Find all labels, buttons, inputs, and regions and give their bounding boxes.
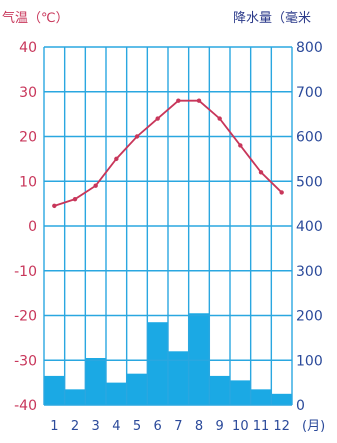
temperature-point: [196, 98, 202, 103]
temperature-point: [217, 116, 222, 121]
temperature-tick-label: 10: [19, 174, 37, 190]
temperature-point: [93, 183, 98, 188]
precipitation-bar: [106, 382, 127, 405]
precipitation-tick-label: 500: [296, 174, 323, 190]
month-tick-label: 3: [92, 419, 100, 434]
temperature-axis-ticks: 40 30 20 10 0 -10 -20 -30 -40: [14, 40, 37, 414]
precipitation-tick-label: 100: [296, 353, 323, 369]
month-tick-label: 1: [50, 419, 58, 434]
precipitation-bars: [44, 313, 292, 405]
precipitation-tick-label: 300: [296, 264, 323, 280]
temperature-tick-label: 0: [28, 219, 37, 235]
temperature-point: [176, 98, 181, 103]
temperature-tick-label: -20: [14, 309, 37, 325]
temperature-axis-label: 气温（℃）: [2, 10, 69, 26]
temperature-point: [134, 134, 140, 139]
precipitation-axis-ticks: 800 700 600 500 400 300 200 100 0: [296, 40, 323, 414]
precipitation-tick-label: 700: [296, 85, 323, 101]
month-tick-label: 10: [232, 419, 249, 434]
precipitation-tick-label: 200: [296, 309, 323, 325]
precipitation-tick-label: 800: [296, 40, 323, 56]
temperature-tick-label: 40: [19, 40, 37, 56]
precipitation-tick-label: 600: [296, 130, 323, 146]
temperature-point: [155, 116, 160, 121]
month-tick-label: 4: [112, 419, 120, 434]
precipitation-bar: [64, 389, 86, 405]
precipitation-bar: [85, 358, 106, 405]
precipitation-bar: [188, 313, 210, 405]
month-tick-label: 11: [253, 419, 270, 434]
precipitation-bar: [271, 393, 292, 405]
grid-lines: [43, 46, 293, 406]
month-tick-label: 6: [154, 419, 162, 434]
precipitation-tick-label: 0: [296, 398, 305, 414]
temperature-line: [54, 99, 283, 207]
temperature-point: [258, 170, 264, 175]
precipitation-bar: [147, 322, 168, 405]
month-tick-label: 7: [174, 419, 182, 434]
precipitation-bar: [250, 389, 272, 405]
precipitation-bar: [126, 373, 148, 405]
temperature-point: [72, 196, 78, 202]
temperature-point: [279, 190, 284, 195]
precipitation-bar: [168, 351, 189, 405]
precipitation-axis-label: 降水量（毫米: [233, 10, 311, 26]
precipitation-bar: [209, 375, 230, 405]
precipitation-tick-label: 400: [296, 219, 323, 235]
month-tick-label: 12: [273, 419, 290, 434]
month-tick-label: 5: [133, 419, 141, 434]
month-tick-label: 8: [195, 419, 203, 434]
precipitation-bar: [44, 375, 65, 405]
temperature-tick-label: -40: [14, 398, 37, 414]
precipitation-bar: [230, 380, 251, 405]
temperature-point: [114, 156, 119, 162]
month-unit-label: (月): [302, 419, 325, 434]
temperature-tick-label: 30: [19, 85, 37, 101]
temperature-tick-label: -10: [14, 264, 37, 280]
temperature-point: [238, 143, 243, 148]
month-tick-label: 9: [216, 419, 224, 434]
temperature-tick-label: -30: [14, 353, 37, 369]
temperature-tick-label: 20: [19, 130, 37, 146]
month-tick-label: 2: [71, 419, 79, 434]
temperature-line-group: [52, 98, 284, 209]
temperature-point: [52, 203, 57, 209]
month-axis-ticks: 1 2 3 4 5 6 7 8 9 10 11 12: [50, 419, 290, 434]
